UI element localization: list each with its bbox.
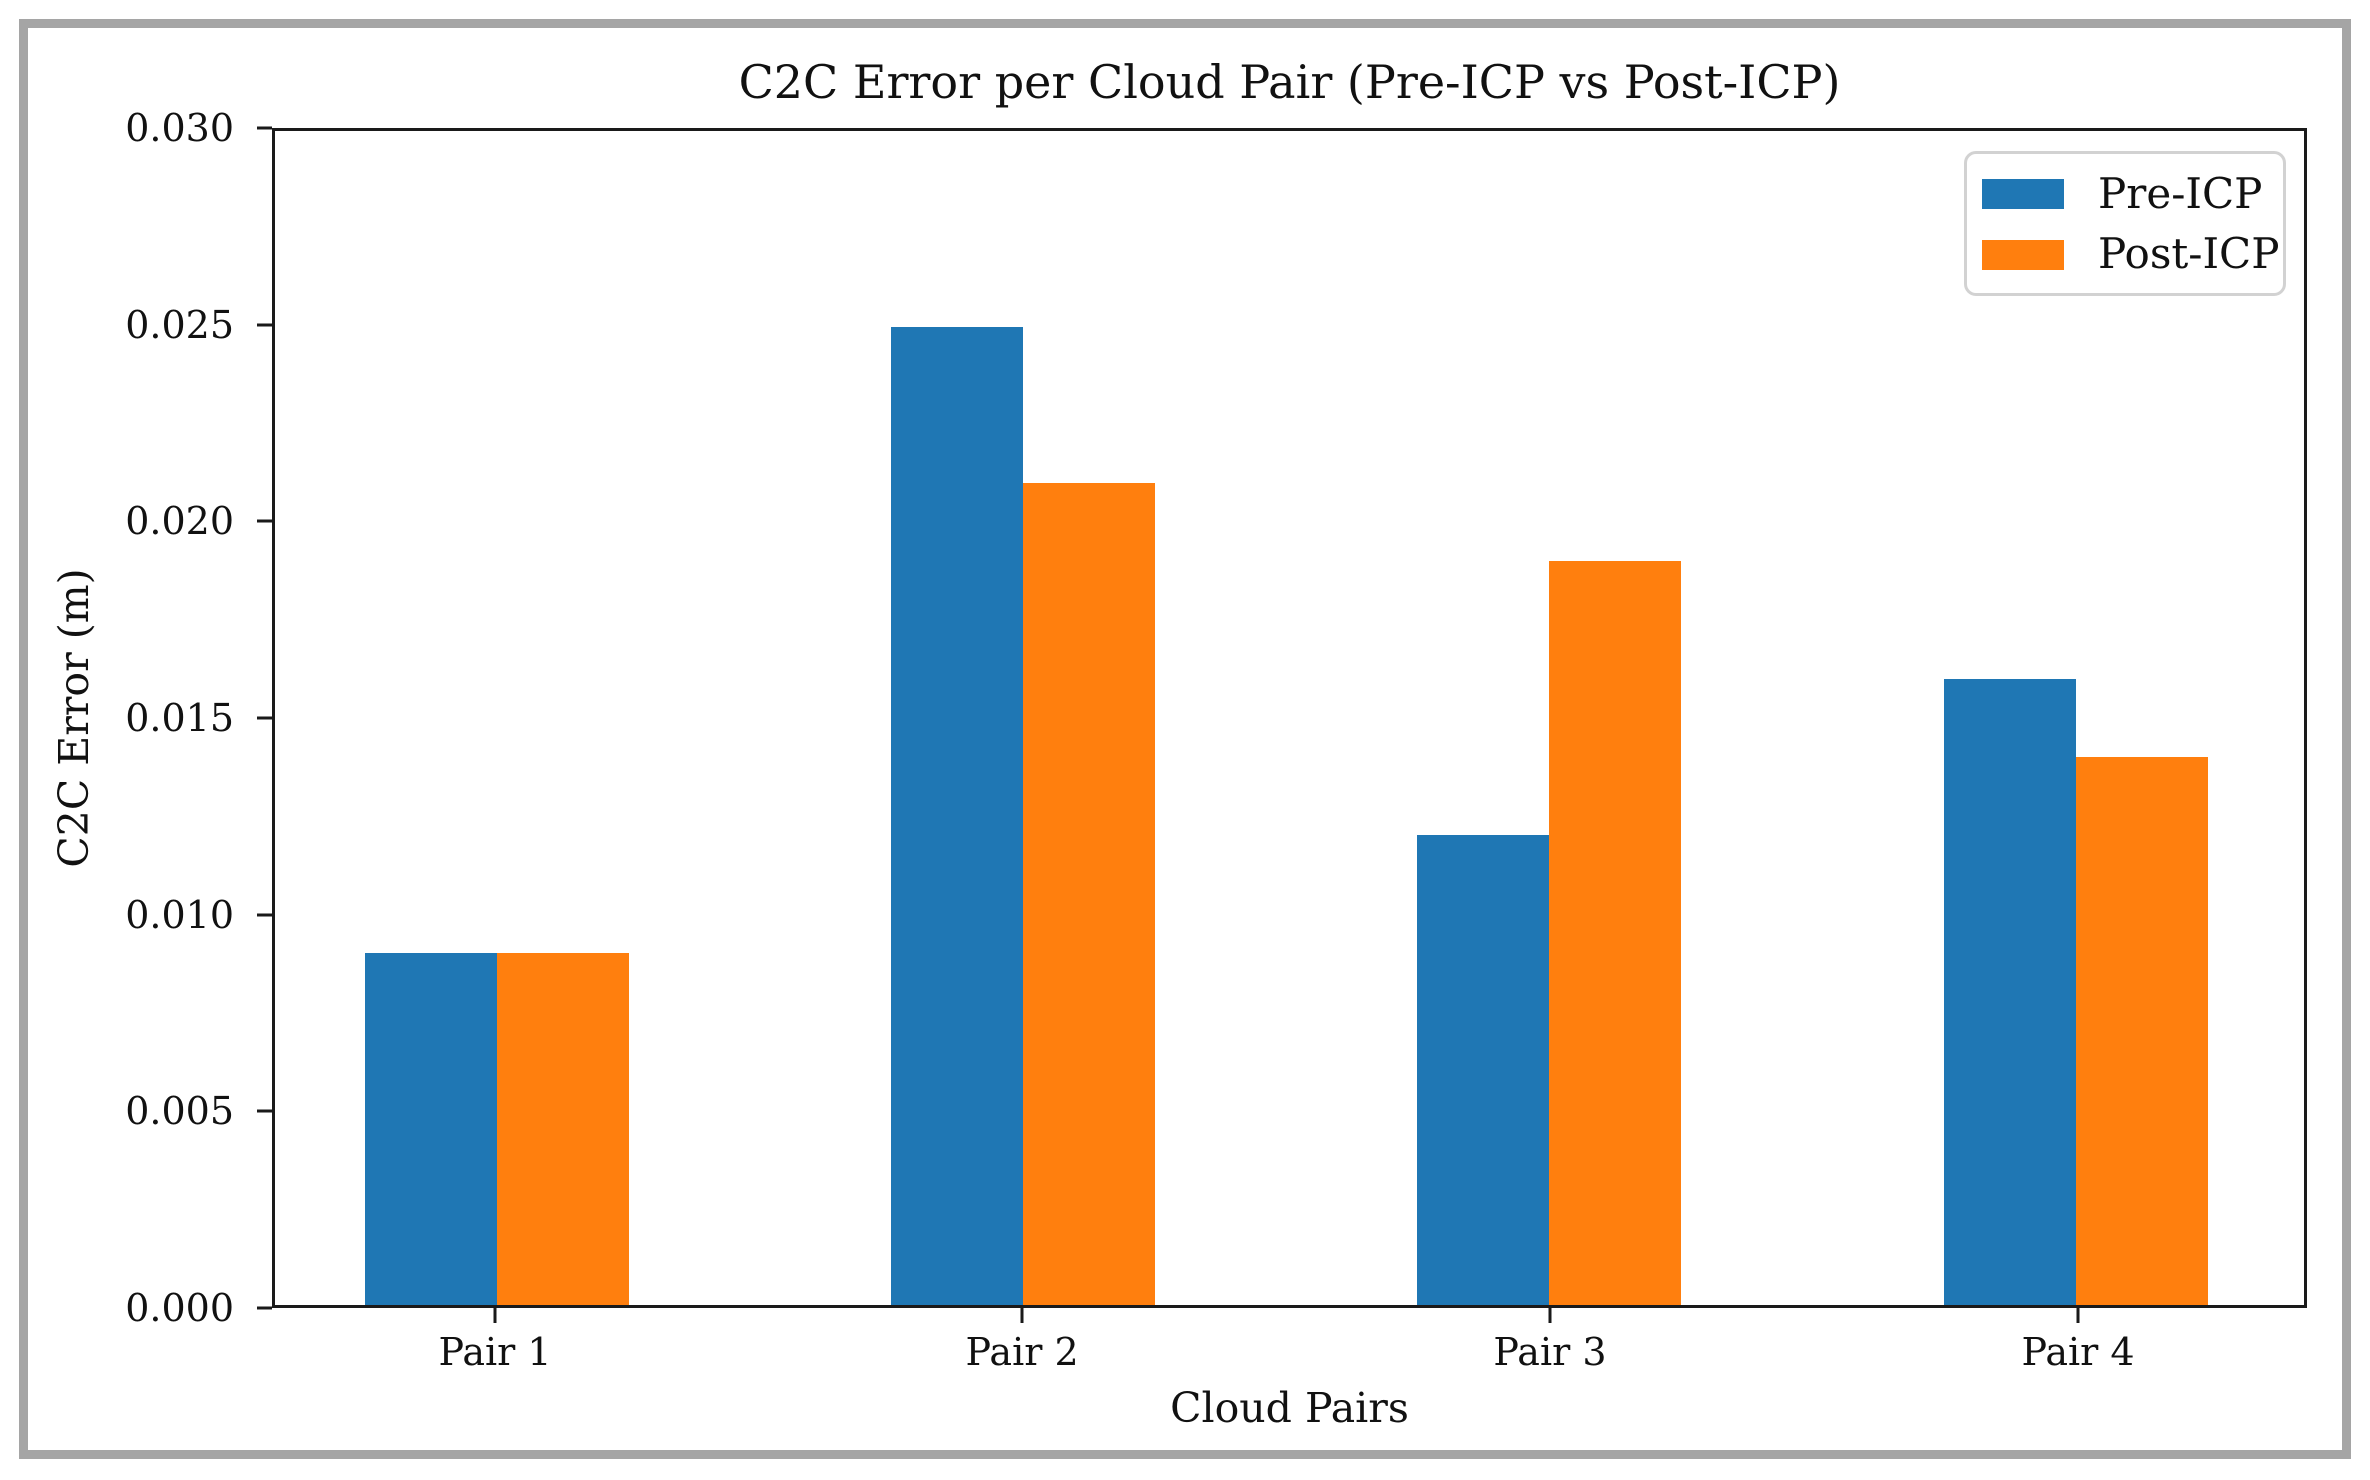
- x-axis-label: Cloud Pairs: [1170, 1384, 1409, 1432]
- chart-title: C2C Error per Cloud Pair (Pre-ICP vs Pos…: [738, 55, 1841, 109]
- x-tick-mark: [493, 1308, 497, 1323]
- y-tick-label: 0.010: [125, 892, 234, 937]
- bar-post-icp-pair-1: [497, 952, 630, 1305]
- y-axis-ticks: 0.000 0.005 0.010 0.015 0.020 0.025 0.030: [0, 106, 272, 1330]
- x-tick-label: Pair 2: [965, 1330, 1079, 1374]
- post-icp-swatch-icon: [1982, 239, 2064, 270]
- bar-post-icp-pair-4: [2075, 757, 2208, 1305]
- y-tick-mark: [257, 716, 272, 720]
- y-tick-mark: [257, 519, 272, 523]
- legend-item-pre-icp: Pre-ICP: [1982, 169, 2265, 219]
- x-tick-mark: [2076, 1308, 2080, 1323]
- y-tick-mark: [257, 323, 272, 327]
- x-tick-label: Pair 3: [1493, 1330, 1607, 1374]
- y-tick-mark: [257, 1306, 272, 1310]
- y-tick-label: 0.025: [125, 302, 234, 347]
- x-tick-label: Pair 4: [2021, 1330, 2135, 1374]
- x-axis-ticks: Pair 1 Pair 2 Pair 3 Pair 4: [272, 1308, 2307, 1408]
- bar-post-icp-pair-2: [1022, 483, 1155, 1305]
- plot-area: [272, 128, 2307, 1308]
- bar-post-icp-pair-3: [1549, 561, 1682, 1305]
- x-tick-mark: [1020, 1308, 1024, 1323]
- y-tick-label: 0.000: [125, 1286, 234, 1330]
- y-tick-mark: [257, 913, 272, 917]
- bar-pre-icp-pair-3: [1417, 835, 1550, 1305]
- x-tick-mark: [1548, 1308, 1552, 1323]
- bar-pre-icp-pair-2: [891, 326, 1023, 1305]
- y-tick-label: 0.015: [125, 696, 234, 740]
- legend-item-post-icp: Post-ICP: [1982, 229, 2279, 279]
- legend: Pre-ICP Post-ICP: [1964, 151, 2286, 296]
- y-tick-mark: [257, 126, 272, 130]
- x-tick-label: Pair 1: [438, 1330, 552, 1374]
- y-tick-label: 0.020: [125, 499, 234, 544]
- legend-label-post-icp: Post-ICP: [2098, 229, 2280, 279]
- y-tick-mark: [257, 1109, 272, 1113]
- bar-pre-icp-pair-4: [1943, 678, 2076, 1305]
- pre-icp-swatch-icon: [1982, 179, 2064, 210]
- y-tick-label: 0.030: [125, 106, 234, 150]
- y-tick-label: 0.005: [125, 1089, 234, 1134]
- bar-pre-icp-pair-1: [365, 952, 498, 1305]
- legend-label-pre-icp: Pre-ICP: [2098, 169, 2263, 218]
